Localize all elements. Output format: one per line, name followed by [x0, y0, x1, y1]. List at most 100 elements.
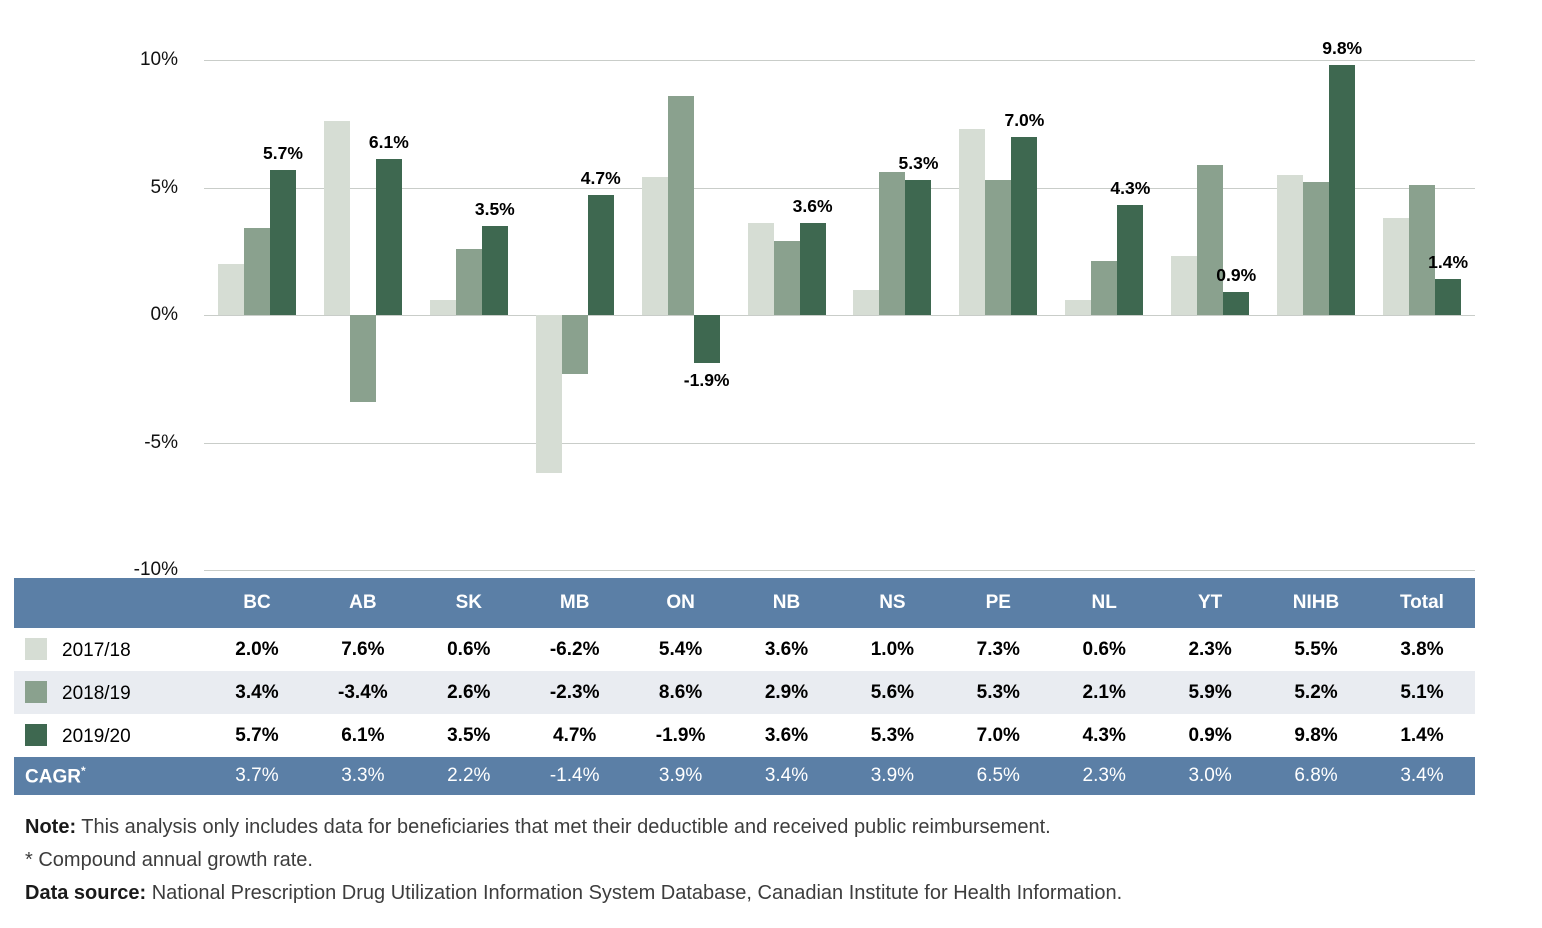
footnotes: Note: This analysis only includes data f…: [14, 795, 1475, 910]
bar-2018-19-total: [1409, 184, 1436, 315]
bar-value-label-bc: 5.7%: [263, 142, 303, 163]
y-tick-label-5-: 5%: [150, 176, 178, 198]
bar-2017-18-pe: [959, 128, 986, 315]
bar-2017-18-total: [1383, 218, 1410, 315]
bar-group-nb: 3.6%: [734, 60, 840, 570]
bar-2019-20-nl: [1117, 205, 1144, 315]
column-header-mb: MB: [521, 578, 628, 628]
value-cell-2019-20-ns: 5.3%: [839, 714, 946, 757]
cagr-value-cell-ab: 3.3%: [309, 757, 416, 795]
cagr-value-cell-sk: 2.2%: [415, 757, 522, 795]
y-tick-label-10-: 10%: [139, 49, 178, 70]
column-header-ab: AB: [309, 578, 416, 628]
column-header-on: ON: [627, 578, 734, 628]
bar-group-ab: 6.1%: [310, 60, 416, 570]
data-source-text: National Prescription Drug Utilization I…: [146, 882, 1123, 904]
asterisk-note: * Compound annual growth rate.: [25, 849, 313, 871]
row-label-cell-2017-18: 2017/18: [14, 628, 204, 671]
bar-2019-20-on: [693, 315, 720, 364]
gridline--10-: [204, 570, 1475, 571]
column-header-nl: NL: [1051, 578, 1158, 628]
value-cell-2017-18-on: 5.4%: [627, 628, 734, 671]
value-cell-2017-18-pe: 7.3%: [945, 628, 1052, 671]
figure: 10% 5% 0% -5% -10% 5.7% 6.1% 3.5% 4.7% -1.9% 3.6%…: [14, 0, 1475, 910]
value-cell-2017-18-bc: 2.0%: [204, 628, 310, 671]
bar-2017-18-nb: [747, 223, 774, 315]
bar-value-label-nb: 3.6%: [792, 196, 833, 217]
plot-area: 5.7% 6.1% 3.5% 4.7% -1.9% 3.6% 5.3% 7.0% 4.3% 0.9…: [204, 38, 1475, 571]
value-cell-2018-19-nihb: 5.2%: [1263, 671, 1369, 714]
bar-2017-18-ab: [323, 121, 350, 315]
bar-value-label-pe: 7.0%: [1004, 109, 1045, 130]
value-cell-2017-18-mb: -6.2%: [521, 628, 628, 671]
value-cell-2018-19-on: 8.6%: [627, 671, 734, 714]
gridline-10-: [204, 60, 1475, 61]
y-tick-label-0-: 0%: [150, 304, 178, 325]
row-label-2017-18: 2017/18: [62, 639, 131, 661]
data-source-line: Data source: National Prescription Drug …: [25, 877, 1475, 910]
bar-group-total: 1.4%: [1369, 60, 1475, 570]
bar-2019-20-ab: [375, 159, 402, 315]
value-cell-2019-20-sk: 3.5%: [415, 714, 522, 757]
bar-2018-19-on: [667, 95, 694, 315]
bar-value-label-ab: 6.1%: [368, 132, 409, 153]
data-table: BC AB SK MB ON NB NS PE NL YT NIHB Total 2017/18 2.0…: [14, 578, 1475, 795]
data-source-label: Data source:: [25, 882, 147, 904]
bar-group-mb: 4.7%: [522, 60, 628, 570]
table-row-2017-18: 2017/18 2.0% 7.6% 0.6% -6.2% 5.4% 3.6% 1.0% 7.3%…: [14, 628, 1475, 671]
value-cell-2017-18-nb: 3.6%: [733, 628, 840, 671]
column-header-ns: NS: [839, 578, 946, 628]
cagr-asterisk: *: [80, 763, 86, 778]
value-cell-2017-18-ns: 1.0%: [839, 628, 946, 671]
grouped-bar-chart: 10% 5% 0% -5% -10% 5.7% 6.1% 3.5% 4.7% -1.9% 3.6%…: [14, 0, 1475, 580]
bar-value-label-ns: 5.3%: [898, 152, 939, 173]
gridline--5-: [204, 442, 1475, 444]
bar-value-label-total: 1.4%: [1428, 252, 1469, 273]
bar-group-yt: 0.9%: [1157, 60, 1263, 570]
bar-2018-19-sk: [455, 248, 482, 315]
bar-2019-20-bc: [269, 169, 296, 315]
cagr-label: CAGR: [25, 766, 81, 788]
value-cell-2018-19-nb: 2.9%: [733, 671, 840, 714]
bar-group-pe: 7.0%: [945, 60, 1051, 570]
column-header-total: Total: [1368, 578, 1475, 628]
legend-swatch-2018-19: [25, 680, 47, 703]
bar-2019-20-total: [1435, 279, 1462, 315]
bar-value-label-sk: 3.5%: [474, 198, 515, 219]
bar-2017-18-yt: [1171, 256, 1198, 315]
bar-group-on: -1.9%: [628, 60, 734, 570]
gridline-5-: [204, 187, 1475, 189]
bar-2018-19-nihb: [1303, 182, 1330, 315]
bar-2018-19-bc: [243, 228, 270, 315]
cagr-value-cell-yt: 3.0%: [1157, 757, 1264, 795]
column-header-yt: YT: [1157, 578, 1264, 628]
cagr-value-cell-pe: 6.5%: [945, 757, 1052, 795]
cagr-value-cell-mb: -1.4%: [521, 757, 628, 795]
bar-2018-19-pe: [985, 179, 1012, 315]
legend-swatch-2019-20: [25, 723, 47, 746]
gridline-0-: [204, 315, 1475, 316]
value-cell-2019-20-yt: 0.9%: [1157, 714, 1264, 757]
value-cell-2019-20-ab: 6.1%: [309, 714, 416, 757]
cagr-value-cell-nl: 2.3%: [1051, 757, 1158, 795]
bar-group-nl: 4.3%: [1051, 60, 1157, 570]
bar-group-nihb: 9.8%: [1263, 38, 1369, 570]
bar-2017-18-nihb: [1277, 174, 1304, 315]
bar-value-label-mb: 4.7%: [580, 168, 621, 189]
note-text: This analysis only includes data for ben…: [76, 816, 1051, 838]
bar-2018-19-nb: [773, 241, 800, 315]
bar-2017-18-mb: [535, 315, 562, 474]
value-cell-2018-19-total: 5.1%: [1368, 671, 1475, 714]
bar-2019-20-ns: [905, 179, 932, 315]
table-row-2019-20: 2019/20 5.7% 6.1% 3.5% 4.7% -1.9% 3.6% 5.3% 7.0%…: [14, 714, 1475, 757]
cagr-value-cell-ns: 3.9%: [839, 757, 946, 795]
cagr-value-cell-on: 3.9%: [627, 757, 734, 795]
value-cell-2019-20-nl: 4.3%: [1051, 714, 1158, 757]
bar-2018-19-yt: [1197, 164, 1224, 315]
column-header-bc: BC: [204, 578, 310, 628]
y-axis: 10% 5% 0% -5% -10%: [14, 49, 204, 580]
bar-value-label-nl: 4.3%: [1110, 178, 1151, 199]
row-label-2019-20: 2019/20: [62, 725, 131, 747]
bar-2017-18-sk: [429, 299, 456, 315]
value-cell-2018-19-ab: -3.4%: [309, 671, 416, 714]
